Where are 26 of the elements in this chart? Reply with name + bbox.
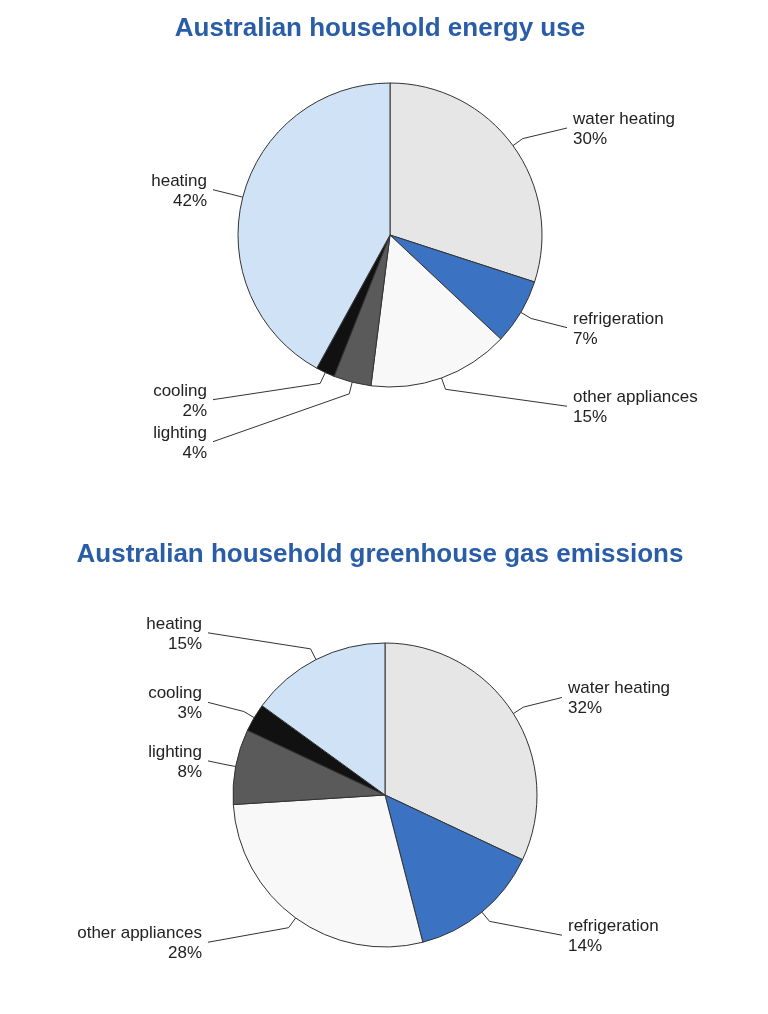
data-label: 14% (568, 936, 603, 956)
data-label: 4% (182, 442, 207, 462)
slice-label: heating (151, 170, 207, 190)
data-label: 42% (172, 190, 207, 210)
slice-label: lighting (153, 422, 207, 442)
chart-title: Australian household greenhouse gas emissions (76, 538, 684, 568)
slice-label: other appliances (77, 923, 202, 943)
slice-label: water heating (567, 678, 671, 698)
slice-label: water heating (572, 109, 676, 129)
slice-label: cooling (153, 380, 207, 400)
slice-label: refrigeration (568, 916, 659, 936)
slice-label: cooling (148, 683, 202, 703)
slice-label: lighting (148, 741, 202, 761)
data-label: 2% (182, 400, 207, 420)
chart-title: Australian household energy use (174, 12, 586, 42)
data-label: 30% (573, 129, 608, 149)
slice-label: other appliances (573, 387, 698, 407)
data-label: 32% (568, 698, 603, 718)
data-label: 15% (573, 407, 608, 427)
slice-label: refrigeration (573, 308, 664, 328)
data-label: 28% (167, 943, 202, 963)
slice-label: heating (146, 613, 202, 633)
data-label: 8% (177, 761, 202, 781)
data-label: 3% (177, 703, 202, 723)
data-label: 7% (573, 328, 598, 348)
data-label: 15% (167, 633, 202, 653)
